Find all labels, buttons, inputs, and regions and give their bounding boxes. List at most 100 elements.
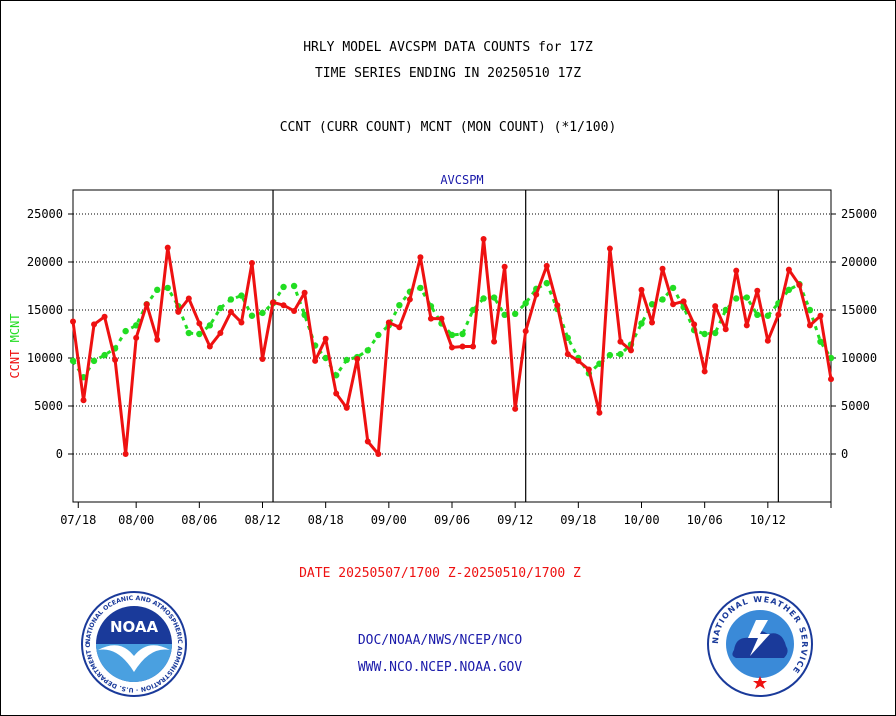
data-point-mcnt <box>417 284 424 292</box>
data-point-mcnt <box>711 329 719 337</box>
y-axis-label-mcnt: MCNT <box>8 313 22 349</box>
data-point-mcnt <box>196 330 203 338</box>
data-point-mcnt <box>806 306 814 314</box>
data-point-mcnt <box>754 311 761 318</box>
data-point-ccnt <box>133 334 140 341</box>
data-point-ccnt <box>712 303 719 310</box>
data-point-mcnt <box>733 295 740 302</box>
x-tick-label: 09/18 <box>560 513 596 527</box>
data-point-ccnt <box>796 282 803 289</box>
data-point-mcnt <box>280 283 287 291</box>
data-point-ccnt <box>248 259 255 266</box>
data-point-mcnt <box>101 351 108 359</box>
data-point-ccnt <box>480 235 487 242</box>
data-point-mcnt <box>343 356 350 364</box>
data-point-mcnt <box>248 312 256 319</box>
data-point-ccnt <box>238 319 245 326</box>
data-point-mcnt <box>648 301 656 308</box>
y-axis-label: CCNT MCNT <box>8 313 22 378</box>
data-point-mcnt <box>543 279 550 287</box>
data-point-mcnt <box>480 295 487 302</box>
data-point-ccnt <box>627 347 634 354</box>
data-point-ccnt <box>406 296 413 303</box>
data-point-ccnt <box>333 390 340 397</box>
data-point-ccnt <box>217 330 224 337</box>
data-point-ccnt <box>564 351 571 358</box>
data-point-mcnt <box>817 338 824 345</box>
data-point-ccnt <box>533 291 540 298</box>
x-tick-label: 08/18 <box>308 513 344 527</box>
noaa-logo-icon: NOAA NATIONAL OCEANIC AND ATMOSPHERIC AD… <box>80 590 187 697</box>
x-tick-label: 08/12 <box>244 513 280 527</box>
data-point-ccnt <box>722 326 729 333</box>
data-point-ccnt <box>343 404 350 411</box>
data-point-ccnt <box>701 368 708 375</box>
data-point-ccnt <box>438 315 445 322</box>
data-point-ccnt <box>691 321 698 328</box>
y-tick-label-left: 5000 <box>34 399 63 413</box>
data-point-mcnt <box>132 322 140 329</box>
x-tick-label: 10/00 <box>623 513 659 527</box>
data-point-ccnt <box>112 356 119 363</box>
y-tick-label-right: 20000 <box>841 255 877 269</box>
data-point-ccnt <box>670 301 677 308</box>
data-point-ccnt <box>512 405 519 412</box>
data-point-mcnt <box>206 322 214 329</box>
y-tick-label-left: 0 <box>56 447 63 461</box>
data-point-ccnt <box>649 319 656 326</box>
data-point-ccnt <box>354 355 361 362</box>
data-point-ccnt <box>806 322 813 329</box>
x-tick-label: 07/18 <box>60 513 96 527</box>
data-point-mcnt <box>122 327 129 335</box>
data-point-mcnt <box>301 311 308 318</box>
data-point-ccnt <box>259 355 266 362</box>
y-tick-label-left: 10000 <box>27 351 63 365</box>
data-point-ccnt <box>785 266 792 273</box>
data-point-ccnt <box>427 315 434 322</box>
data-point-ccnt <box>80 397 87 404</box>
x-tick-label: 10/06 <box>687 513 723 527</box>
data-point-ccnt <box>175 308 182 315</box>
data-point-mcnt <box>827 354 835 362</box>
data-point-ccnt <box>364 438 371 445</box>
data-point-ccnt <box>743 322 750 329</box>
data-point-ccnt <box>491 338 498 345</box>
y-tick-label-right: 10000 <box>841 351 877 365</box>
org-path-label: DOC/NOAA/NWS/NCEP/NCO <box>357 633 523 648</box>
data-point-ccnt <box>764 337 771 344</box>
data-point-ccnt <box>143 301 150 308</box>
data-point-ccnt <box>322 335 329 342</box>
y-tick-label-right: 0 <box>841 447 848 461</box>
data-point-mcnt <box>164 284 171 292</box>
data-point-ccnt <box>585 366 592 373</box>
data-point-ccnt <box>459 343 466 350</box>
data-point-mcnt <box>238 292 245 299</box>
data-point-mcnt <box>290 282 298 290</box>
data-point-mcnt <box>564 334 572 342</box>
data-point-ccnt <box>291 307 298 314</box>
x-tick-label: 08/00 <box>118 513 154 527</box>
data-point-ccnt <box>101 313 108 320</box>
y-tick-label-left: 15000 <box>27 303 63 317</box>
data-point-mcnt <box>606 351 614 359</box>
data-point-ccnt <box>70 318 76 325</box>
data-point-ccnt <box>775 311 782 318</box>
data-point-mcnt <box>154 286 161 294</box>
data-point-ccnt <box>470 343 477 350</box>
data-point-ccnt <box>196 320 203 327</box>
data-point-mcnt <box>227 296 235 303</box>
x-tick-label: 09/12 <box>497 513 533 527</box>
data-point-ccnt <box>122 451 129 457</box>
x-tick-label: 08/06 <box>181 513 217 527</box>
data-point-mcnt <box>448 331 456 339</box>
data-point-mcnt <box>701 330 708 338</box>
data-point-ccnt <box>733 267 740 274</box>
data-point-mcnt <box>217 304 224 312</box>
data-point-ccnt <box>501 263 508 270</box>
y-tick-label-right: 5000 <box>841 399 870 413</box>
data-point-ccnt <box>554 302 561 309</box>
header-title-line3: CCNT (CURR COUNT) MCNT (MON COUNT) (*1/1… <box>279 120 617 135</box>
data-point-ccnt <box>385 319 392 326</box>
data-point-ccnt <box>270 299 277 306</box>
data-point-mcnt <box>522 300 529 307</box>
